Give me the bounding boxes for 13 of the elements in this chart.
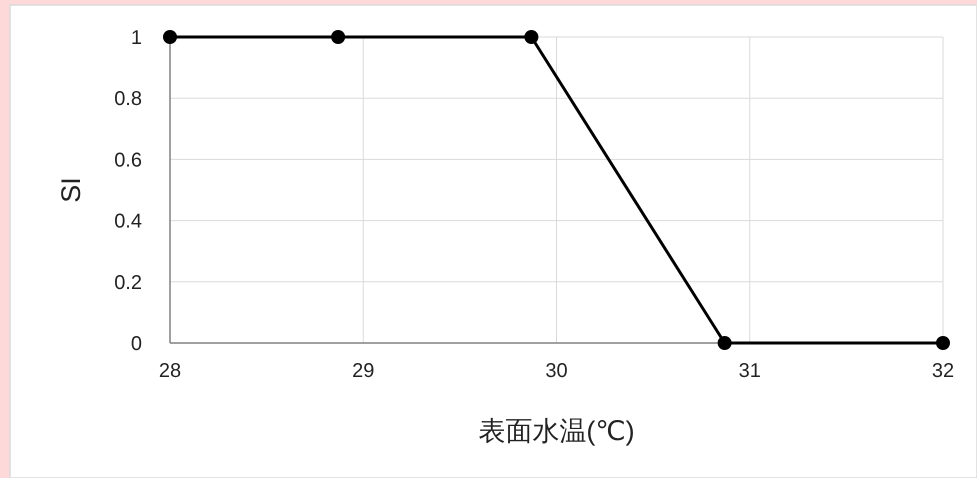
- y-tick-label: 1: [130, 27, 142, 49]
- x-tick-label: 31: [738, 360, 761, 382]
- x-axis-title: 表面水温(℃): [478, 416, 635, 446]
- y-tick-label: 0.8: [114, 88, 142, 110]
- x-tick-label: 28: [158, 360, 182, 382]
- x-tick-label: 29: [352, 360, 374, 382]
- y-axis-title: SI: [56, 177, 86, 203]
- y-tick-label: 0.2: [114, 272, 142, 294]
- x-tick-label: 32: [932, 360, 954, 382]
- y-tick-label: 0: [130, 333, 142, 355]
- y-tick-label: 0.4: [114, 210, 142, 233]
- x-tick-label: 30: [545, 360, 568, 382]
- y-tick-label: 0.6: [114, 149, 142, 172]
